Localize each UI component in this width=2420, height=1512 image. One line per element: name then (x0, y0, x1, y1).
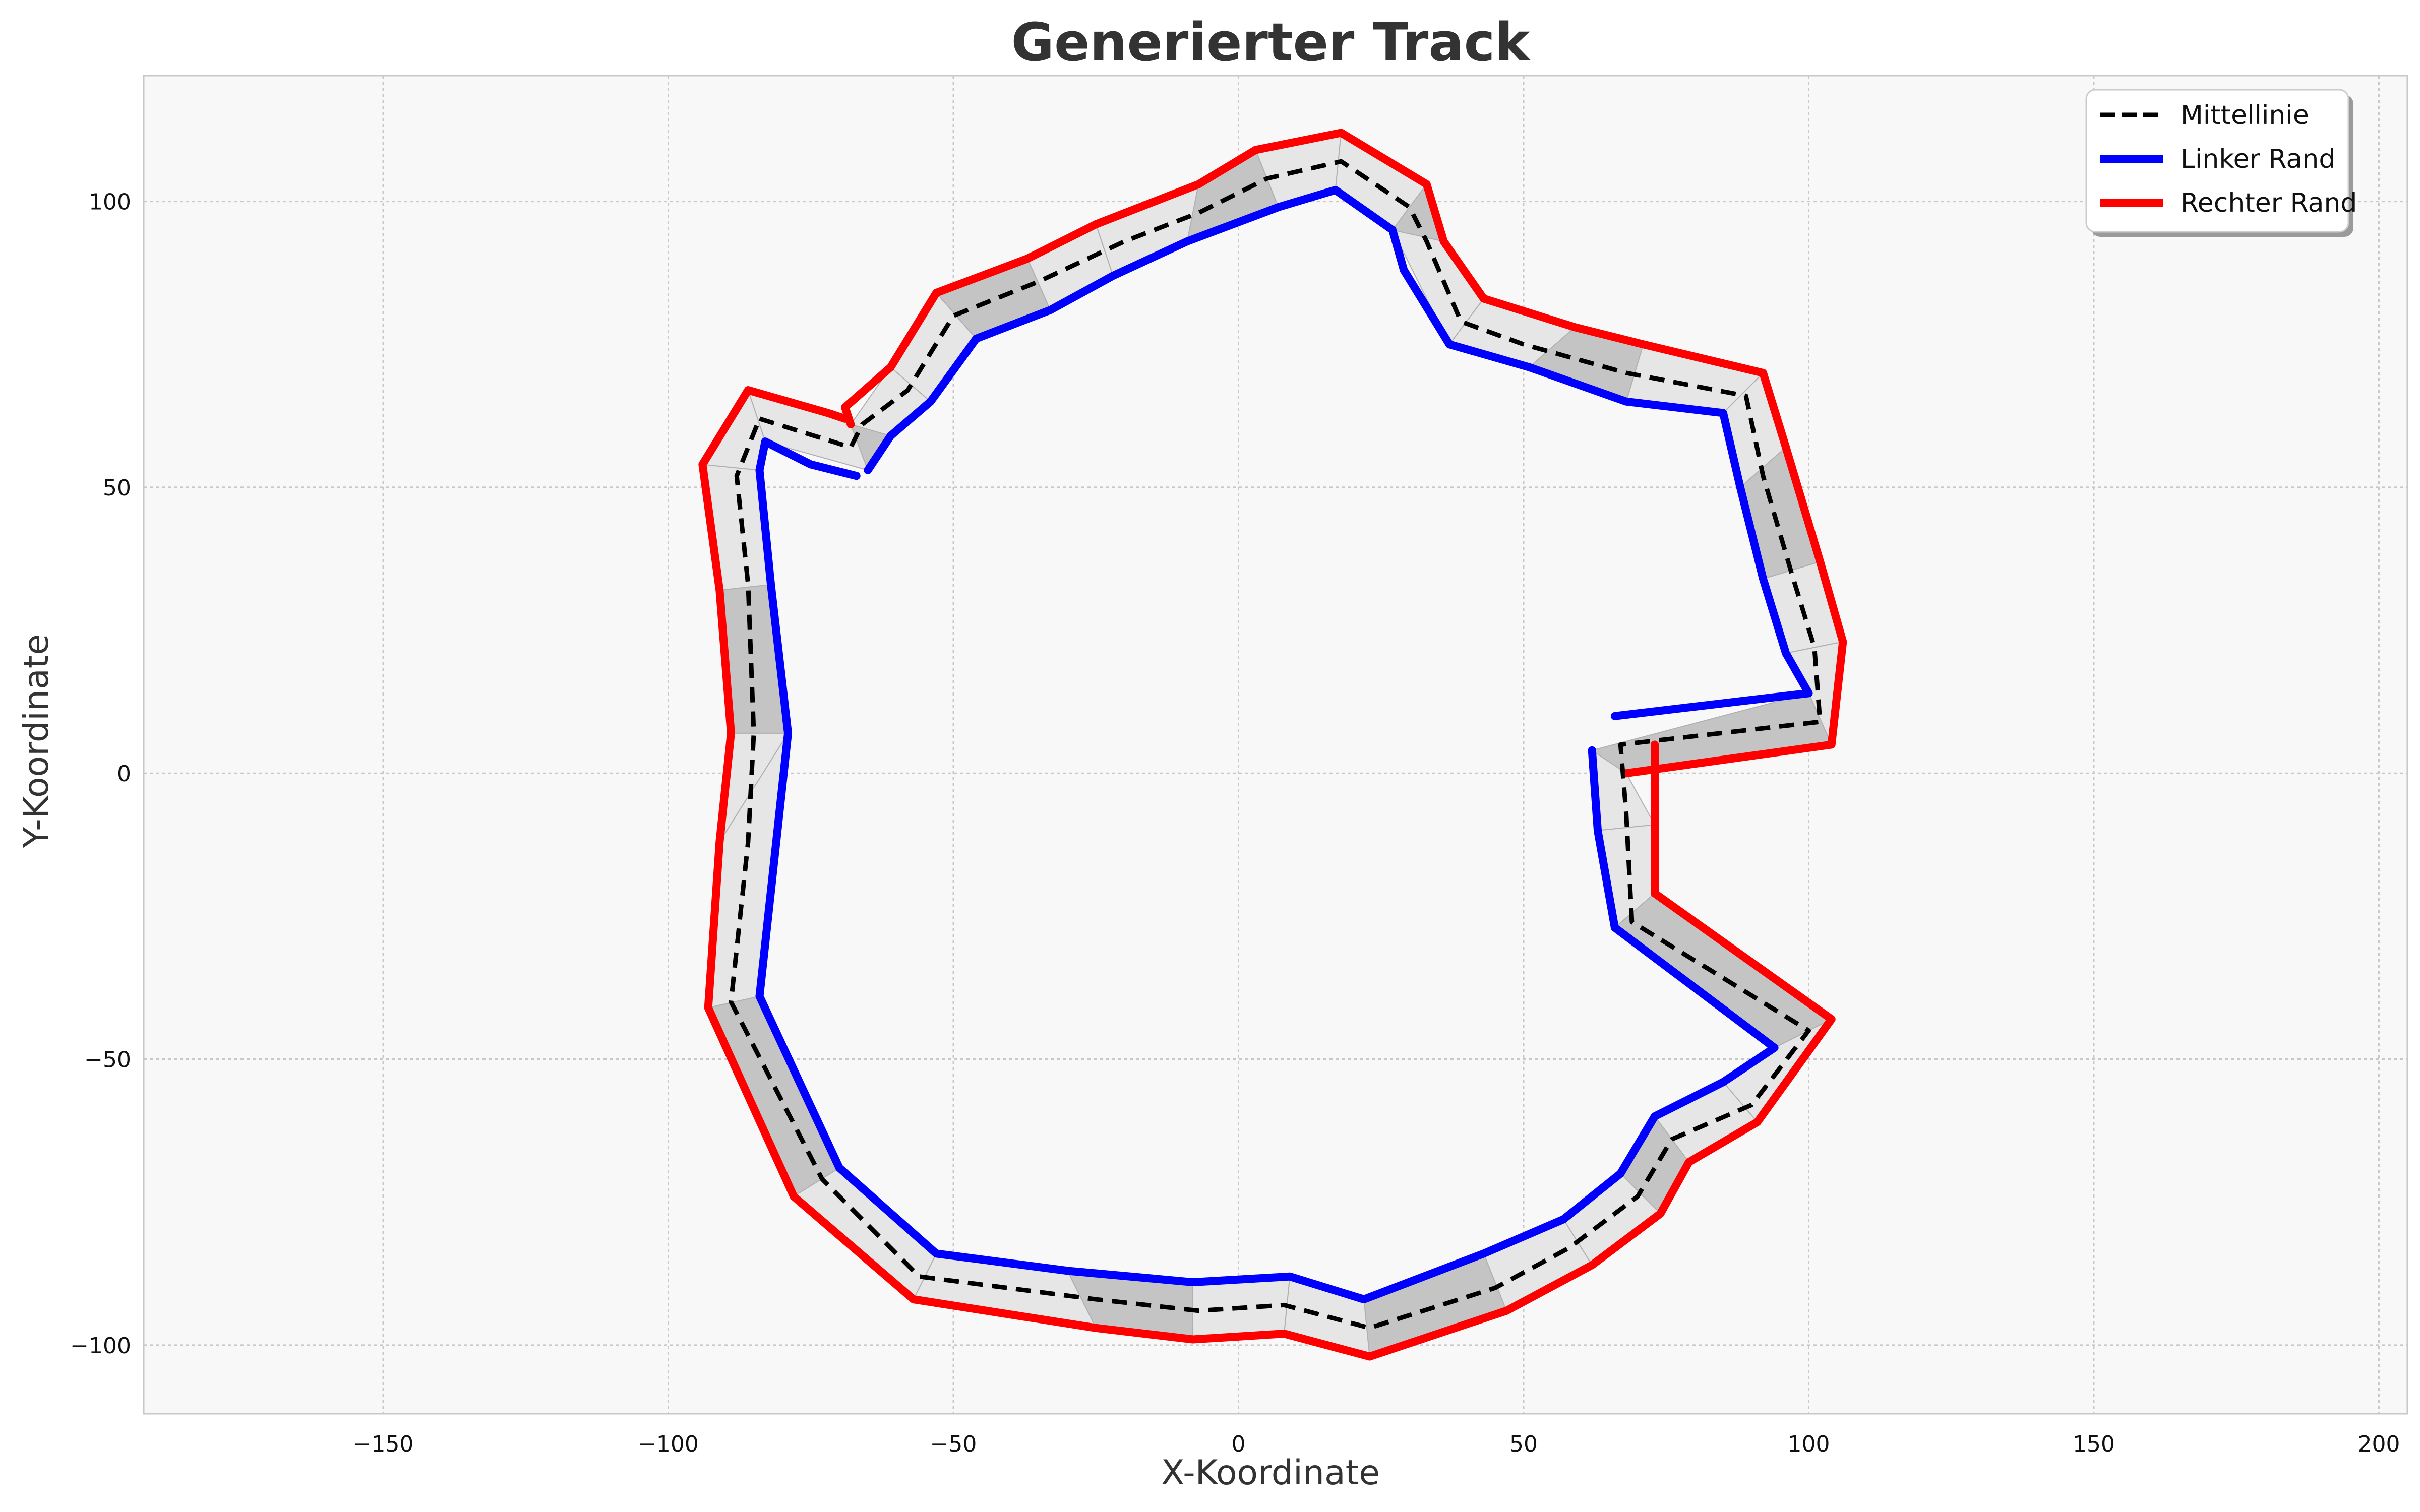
series-line-linker-rand (755, 437, 1779, 1304)
axis-ticks: −150 −100 −50 0 50 100 150 200 −100 −50 0 50 100 (70, 190, 2400, 1457)
y-tick-label: 100 (89, 190, 131, 215)
series-line-linker-rand (864, 185, 1813, 720)
y-tick-label: −50 (84, 1047, 131, 1073)
x-tick-label: 50 (1509, 1431, 1538, 1457)
x-tick-label: 0 (1231, 1431, 1245, 1457)
y-tick-label: 50 (103, 475, 131, 501)
x-tick-label: 100 (1787, 1431, 1830, 1457)
x-tick-label: −100 (638, 1431, 699, 1457)
legend-label-mittellinie: Mittellinie (2181, 100, 2309, 131)
x-tick-label: −150 (353, 1431, 414, 1457)
plot-area (143, 75, 2408, 1415)
x-tick-label: 150 (2073, 1431, 2115, 1457)
legend: Mittellinie Linker Rand Rechter Rand (2085, 89, 2357, 237)
x-axis-label: X-Koordinate (1161, 1453, 1380, 1493)
y-axis-label: Y-Koordinate (17, 634, 56, 849)
x-tick-label: 200 (2357, 1431, 2400, 1457)
chart-title: Generierter Track (1011, 12, 1532, 73)
series-line-mittellinie (729, 159, 1823, 1331)
legend-label-linker-rand: Linker Rand (2181, 144, 2335, 174)
y-tick-label: −100 (70, 1333, 131, 1359)
x-tick-label: −50 (930, 1431, 977, 1457)
legend-label-rechter-rand: Rechter Rand (2181, 188, 2357, 218)
legend-box (2085, 89, 2349, 233)
y-tick-label: 0 (117, 761, 131, 787)
series-line-rechter-rand (841, 129, 1847, 778)
series-line-rechter-rand (698, 386, 1836, 1361)
series-lines (698, 129, 1847, 1361)
